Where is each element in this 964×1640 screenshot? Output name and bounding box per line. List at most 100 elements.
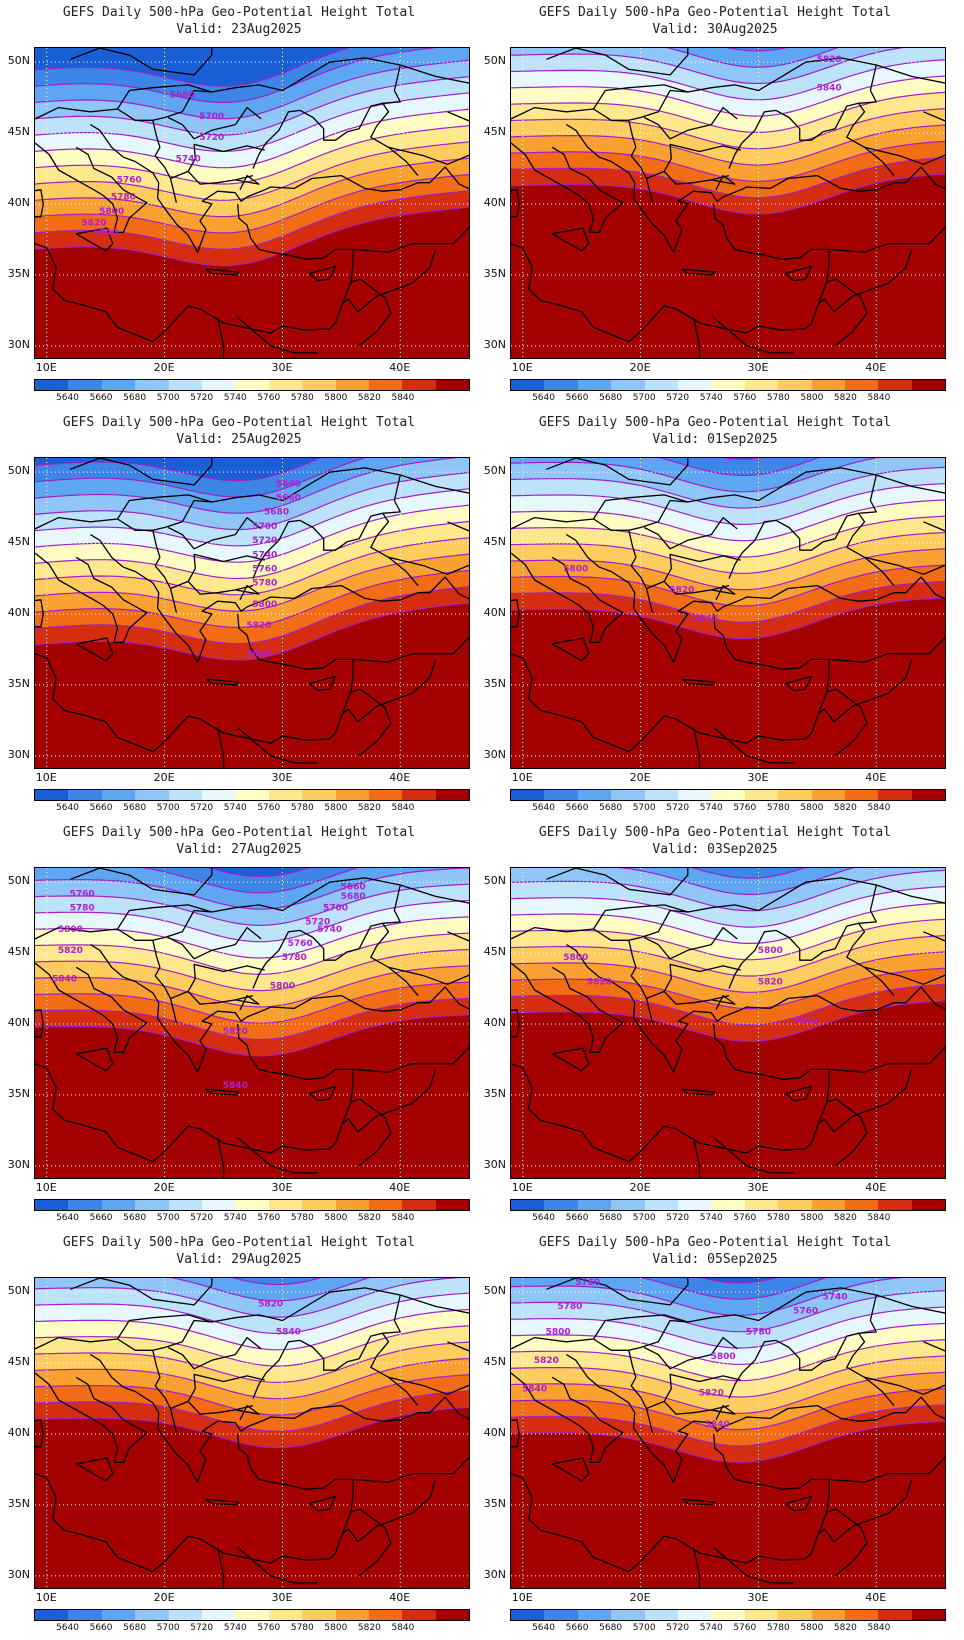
coastline: [205, 1088, 240, 1096]
contour-line: [511, 869, 945, 912]
coastline: [35, 877, 469, 940]
contour-label: 5840: [693, 614, 718, 624]
coastline: [858, 474, 877, 514]
coastline: [187, 1373, 265, 1402]
coastline: [713, 1137, 794, 1174]
lat-tick-label: 30N: [7, 337, 30, 351]
coastline: [858, 64, 877, 104]
lat-tick-label: 40N: [483, 1426, 506, 1439]
coastline: [216, 1547, 225, 1588]
colorbar-label: 5760: [257, 393, 281, 403]
colorbar-label: 5700: [156, 393, 180, 403]
colorbar-swatch: [201, 1200, 236, 1210]
contour-line: [511, 75, 945, 117]
coastline: [923, 521, 945, 532]
contour-label: 5820: [258, 1299, 283, 1309]
colorbar-label: 5660: [89, 803, 113, 813]
lon-tick-label: 40E: [389, 361, 411, 374]
coastline: [894, 1396, 945, 1420]
contour-line: [207, 868, 311, 877]
lat-tick-label: 35N: [483, 676, 506, 690]
coastline: [681, 268, 716, 276]
panel-valid-date: Valid: 27Aug2025: [176, 842, 302, 857]
coastline: [418, 1396, 469, 1420]
coastline: [858, 884, 877, 924]
colorbar-swatch: [911, 1200, 946, 1210]
lon-tick-label: 40E: [865, 771, 887, 784]
coastline: [711, 994, 736, 1011]
coastline: [728, 102, 895, 177]
coastline: [511, 1023, 830, 1163]
colorbar-label: 5800: [800, 393, 824, 403]
colorbar-swatch: [201, 790, 236, 800]
coastline: [342, 659, 437, 723]
map-panel: GEFS Daily 500-hPa Geo-Potential Height …: [474, 410, 956, 820]
coastline: [90, 1354, 419, 1483]
colorbar-swatch: [544, 1610, 578, 1620]
contour-label: 5720: [305, 918, 330, 928]
band-fill: [511, 868, 945, 879]
coastline: [858, 1294, 877, 1334]
contour-label: 5760: [117, 176, 142, 186]
coastline: [205, 1498, 240, 1506]
colorbar-swatch: [402, 1610, 436, 1620]
lat-tick-label: 40N: [7, 1426, 30, 1439]
colorbar-label: 5820: [357, 803, 381, 813]
coastline: [117, 909, 212, 941]
coastline: [628, 940, 654, 1023]
contour-label: 5760: [288, 939, 313, 949]
contour-label: 5780: [282, 953, 307, 963]
contour-line: [511, 48, 904, 85]
colorbar-swatch: [168, 1610, 202, 1620]
colorbar-label: 5640: [532, 393, 555, 403]
coastline: [342, 1069, 437, 1133]
coastline: [713, 727, 794, 764]
colorbar-swatch: [168, 790, 202, 800]
contour-label: 5780: [746, 1328, 771, 1338]
colorbar-swatch: [335, 1200, 369, 1210]
colorbar-swatch: [911, 1610, 946, 1620]
contour-label: 5820: [223, 1027, 248, 1037]
colorbar-swatch: [778, 790, 812, 800]
contour-line: [35, 553, 469, 612]
lat-tick-label: 30N: [483, 1157, 506, 1171]
coastline: [252, 512, 419, 587]
colorbar-swatch: [577, 380, 612, 390]
coastline: [864, 146, 945, 165]
coastline: [388, 556, 469, 575]
colorbar-label: 5740: [699, 803, 723, 813]
lon-tick-label: 20E: [153, 1181, 175, 1194]
colorbar-label: 5800: [800, 1213, 824, 1223]
coastline: [167, 516, 262, 550]
band-fill: [511, 1278, 945, 1300]
colorbar-label: 5640: [532, 1623, 555, 1633]
lon-tick-label: 20E: [153, 1591, 175, 1604]
colorbar-label: 5840: [867, 803, 891, 813]
colorbar-swatch: [611, 380, 645, 390]
contour-label: 5820: [699, 1389, 724, 1399]
colorbar-swatch: [101, 380, 136, 390]
coastline: [90, 534, 419, 663]
contour-line: [511, 1322, 945, 1365]
contour-label: 5720: [252, 536, 277, 546]
colorbar-label: 5740: [223, 1623, 247, 1633]
contour-line: [618, 868, 855, 896]
colorbar-swatch: [235, 1200, 269, 1210]
panel-title: GEFS Daily 500-hPa Geo-Potential Height …: [538, 825, 892, 840]
contour-line: [511, 1388, 945, 1431]
lon-tick-label: 10E: [511, 361, 533, 374]
lat-tick-label: 40N: [483, 1016, 506, 1029]
coastline: [818, 1069, 913, 1133]
contour-label: 5680: [264, 508, 289, 518]
map-panel: GEFS Daily 500-hPa Geo-Potential Height …: [0, 410, 480, 820]
colorbar-label: 5640: [56, 803, 79, 813]
coastline: [117, 89, 212, 121]
coastline: [418, 166, 469, 190]
band-fill: [35, 1278, 469, 1285]
colorbar-label: 5700: [632, 1213, 656, 1223]
colorbar-label: 5660: [565, 1623, 589, 1633]
coastline: [90, 944, 419, 1073]
coastline: [566, 534, 895, 663]
panel-valid-date: Valid: 05Sep2025: [652, 1252, 778, 1267]
